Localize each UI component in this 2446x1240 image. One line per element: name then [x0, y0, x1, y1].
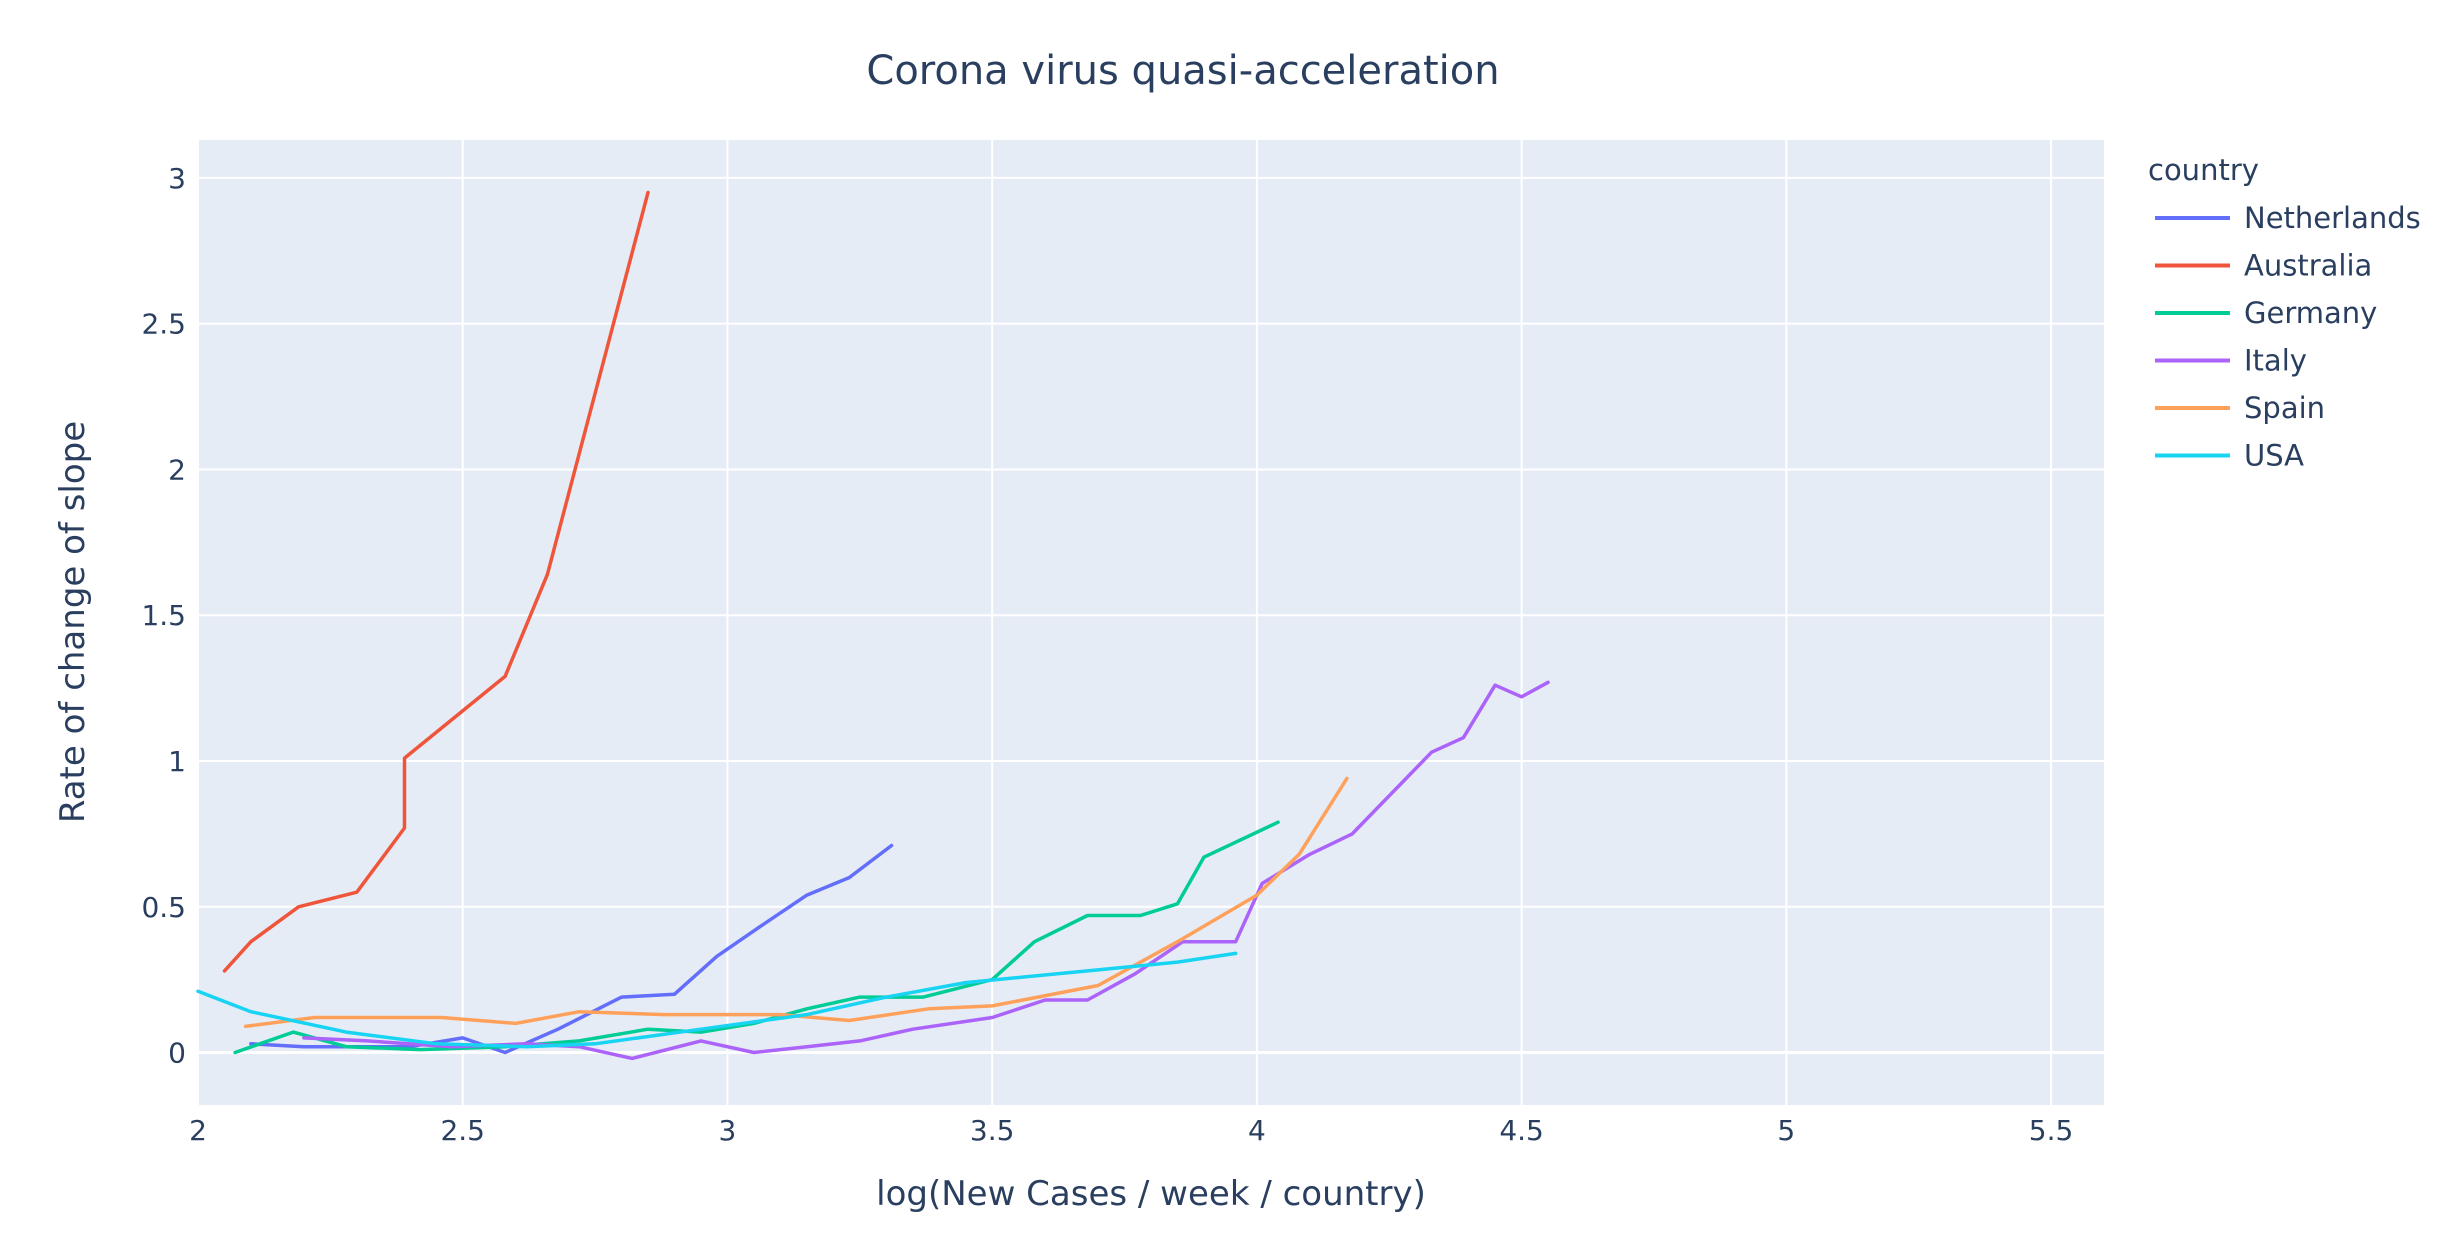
- y-tick-label: 3: [168, 162, 186, 195]
- y-tick-label: 1.5: [141, 599, 186, 632]
- series-lines: [196, 190, 1550, 1061]
- plot-area: [198, 140, 2104, 1105]
- x-axis-title: log(New Cases / week / country): [876, 1174, 1426, 1214]
- x-tick-label: 5: [1777, 1114, 1795, 1147]
- legend-label-germany: Germany: [2244, 296, 2377, 330]
- y-tick-label: 2.5: [141, 308, 186, 341]
- y-gridlines: [198, 176, 2104, 1055]
- x-axis-ticks: 2 2.5 3 3.5 4 4.5 5 5.5: [189, 1114, 2073, 1147]
- y-axis-title: Rate of change of slope: [53, 421, 93, 823]
- series-line-australia: [222, 190, 650, 973]
- y-tick-label: 1: [168, 745, 186, 778]
- x-tick-label: 2: [189, 1114, 207, 1147]
- y-axis-ticks: 0 0.5 1 1.5 2 2.5 3: [141, 162, 186, 1070]
- series-line-italy: [302, 680, 1550, 1061]
- legend-title: country: [2148, 153, 2259, 187]
- y-tick-label: 0: [168, 1037, 186, 1070]
- legend-label-spain: Spain: [2244, 391, 2325, 425]
- x-tick-label: 3: [719, 1114, 737, 1147]
- x-tick-label: 5.5: [2029, 1114, 2074, 1147]
- y-tick-label: 0.5: [141, 891, 186, 924]
- legend-label-usa: USA: [2244, 439, 2304, 473]
- x-tick-label: 3.5: [970, 1114, 1015, 1147]
- series-line-germany: [233, 820, 1280, 1055]
- x-tick-label: 4: [1248, 1114, 1266, 1147]
- x-tick-label: 2.5: [440, 1114, 485, 1147]
- legend-label-italy: Italy: [2244, 344, 2307, 378]
- legend: country Netherlands Australia Germany Italy…: [2148, 153, 2421, 473]
- series-line-spain: [243, 776, 1349, 1029]
- legend-label-netherlands: Netherlands: [2244, 201, 2421, 235]
- x-gridlines: [197, 140, 2053, 1105]
- series-line-usa: [196, 951, 1238, 1049]
- legend-label-australia: Australia: [2244, 249, 2372, 283]
- chart-title: Corona virus quasi-acceleration: [866, 48, 1499, 94]
- x-tick-label: 4.5: [1499, 1114, 1544, 1147]
- y-tick-label: 2: [168, 453, 186, 486]
